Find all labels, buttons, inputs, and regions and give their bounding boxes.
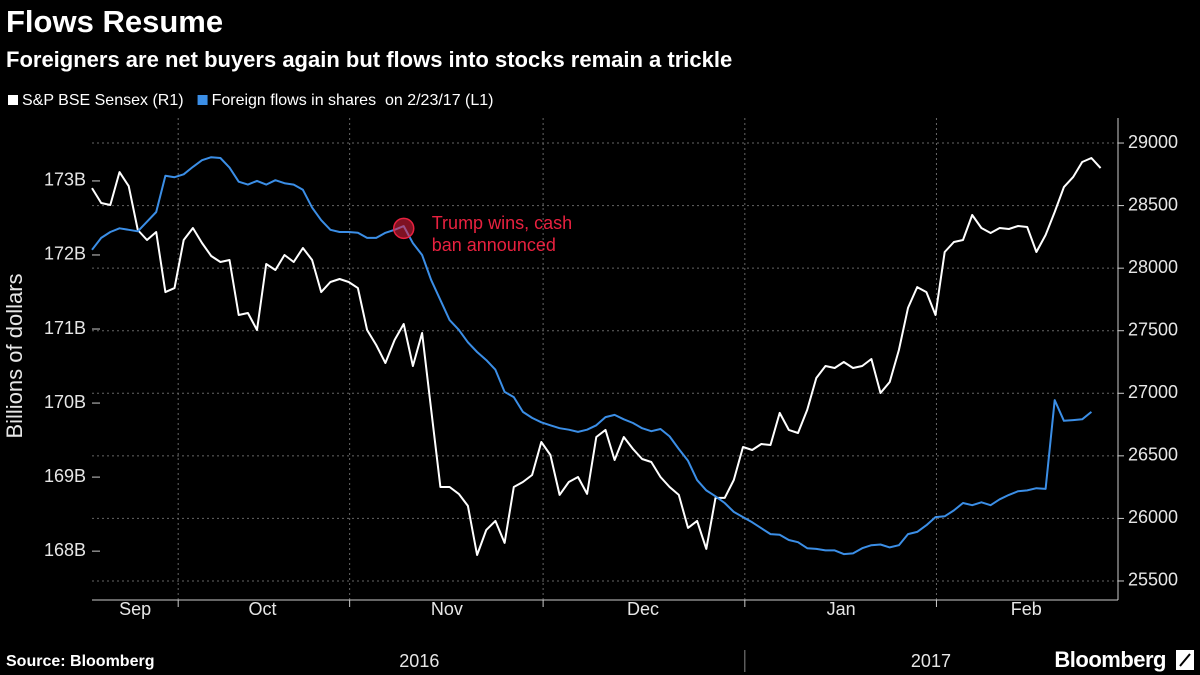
x-tick-label: Nov xyxy=(431,599,463,619)
year-label: 2017 xyxy=(911,651,951,671)
y-tick-label: 173B xyxy=(44,170,86,190)
annotation-marker xyxy=(392,217,415,240)
legend-swatch xyxy=(197,95,208,105)
y-tick-label: 169B xyxy=(44,466,86,486)
y-tick-label: 171B xyxy=(44,318,86,338)
y2-tick-label: 29000 xyxy=(1128,132,1178,152)
x-tick-label: Feb xyxy=(1011,599,1042,619)
y2-tick-label: 27500 xyxy=(1128,319,1178,339)
brand-icon xyxy=(1176,650,1194,670)
year-label: 2016 xyxy=(399,651,439,671)
y-axis-label: Billions of dollars xyxy=(2,273,27,438)
series-line xyxy=(91,157,1102,556)
chart-subtitle: Foreigners are net buyers again but flow… xyxy=(6,47,732,72)
y2-tick-label: 28500 xyxy=(1128,194,1178,214)
annotation-text: ban announced xyxy=(432,235,556,255)
y2-tick-label: 28000 xyxy=(1128,257,1178,277)
chart-title: Flows Resume xyxy=(6,4,223,39)
series-line xyxy=(91,156,1093,556)
y-tick-label: 168B xyxy=(44,540,86,560)
x-tick-label: Jan xyxy=(827,599,856,619)
annotation-text: Trump wins, cash xyxy=(432,213,572,233)
source: Source: Bloomberg xyxy=(6,653,154,670)
legend-label: Foreign flows in shares on 2/23/17 (L1) xyxy=(212,92,494,109)
x-tick-label: Dec xyxy=(627,599,659,619)
x-tick-label: Sep xyxy=(119,599,151,619)
y-tick-label: 170B xyxy=(44,392,86,412)
legend-label: S&P BSE Sensex (R1) xyxy=(22,92,184,109)
y2-tick-label: 26000 xyxy=(1128,507,1178,527)
y2-tick-label: 26500 xyxy=(1128,445,1178,465)
brand: Bloomberg xyxy=(1054,647,1166,672)
y2-tick-label: 25500 xyxy=(1128,570,1178,590)
legend-swatch xyxy=(8,95,18,105)
y2-tick-label: 27000 xyxy=(1128,382,1178,402)
x-tick-label: Oct xyxy=(249,599,277,619)
y-tick-label: 172B xyxy=(44,244,86,264)
